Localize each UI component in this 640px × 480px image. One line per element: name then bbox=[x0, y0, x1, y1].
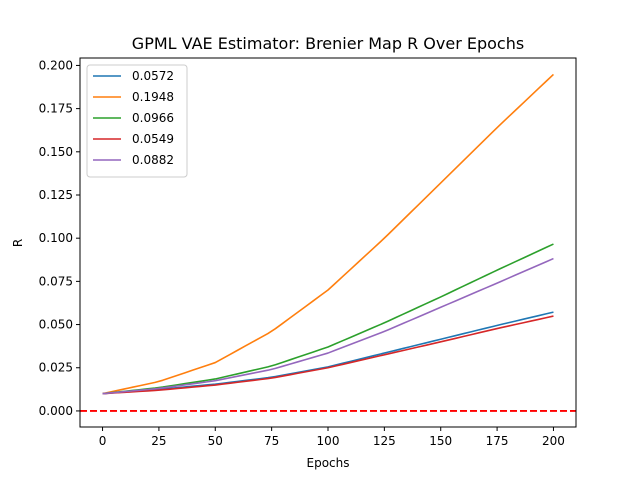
y-tick-label: 0.125 bbox=[39, 188, 73, 202]
series-line-2 bbox=[102, 73, 554, 395]
legend-entry-3: 0.0966 bbox=[132, 111, 174, 125]
y-axis-label: R bbox=[11, 239, 25, 247]
legend-entry-2: 0.1948 bbox=[132, 90, 174, 104]
x-tick-label: 100 bbox=[317, 434, 340, 448]
x-tick-label: 50 bbox=[208, 434, 223, 448]
legend-box bbox=[86, 64, 188, 178]
x-tick-label: 125 bbox=[373, 434, 396, 448]
series-layer bbox=[102, 73, 554, 395]
y-tick-label: 0.100 bbox=[39, 231, 73, 245]
legend: 0.0572 0.1948 0.0966 0.0549 0.0882 bbox=[86, 64, 188, 178]
series-line-3 bbox=[102, 243, 554, 395]
legend-entry-5: 0.0882 bbox=[132, 153, 174, 167]
x-tick-label: 0 bbox=[99, 434, 107, 448]
x-tick-label: 200 bbox=[542, 434, 565, 448]
legend-entry-4: 0.0549 bbox=[132, 132, 174, 146]
axes-layer: 0 25 50 75 100 125 150 175 200 0.000 0.025 0.050 0.0… bbox=[39, 57, 577, 448]
y-tick-label: 0.000 bbox=[39, 404, 73, 418]
series-line-1 bbox=[102, 311, 554, 395]
x-axis-label: Epochs bbox=[307, 456, 350, 470]
legend-entry-1: 0.0572 bbox=[132, 69, 174, 83]
x-tick-label: 150 bbox=[429, 434, 452, 448]
series-line-4 bbox=[102, 315, 554, 395]
x-tick-label: 175 bbox=[486, 434, 509, 448]
y-tick-label: 0.200 bbox=[39, 58, 73, 72]
y-tick-label: 0.150 bbox=[39, 145, 73, 159]
chart-title: GPML VAE Estimator: Brenier Map R Over E… bbox=[132, 34, 524, 53]
y-tick-label: 0.075 bbox=[39, 274, 73, 288]
y-tick-label: 0.175 bbox=[39, 102, 73, 116]
y-tick-label: 0.050 bbox=[39, 318, 73, 332]
y-tick-label: 0.025 bbox=[39, 361, 73, 375]
x-tick-label: 75 bbox=[264, 434, 279, 448]
x-tick-label: 25 bbox=[151, 434, 166, 448]
series-line-5 bbox=[102, 257, 554, 395]
